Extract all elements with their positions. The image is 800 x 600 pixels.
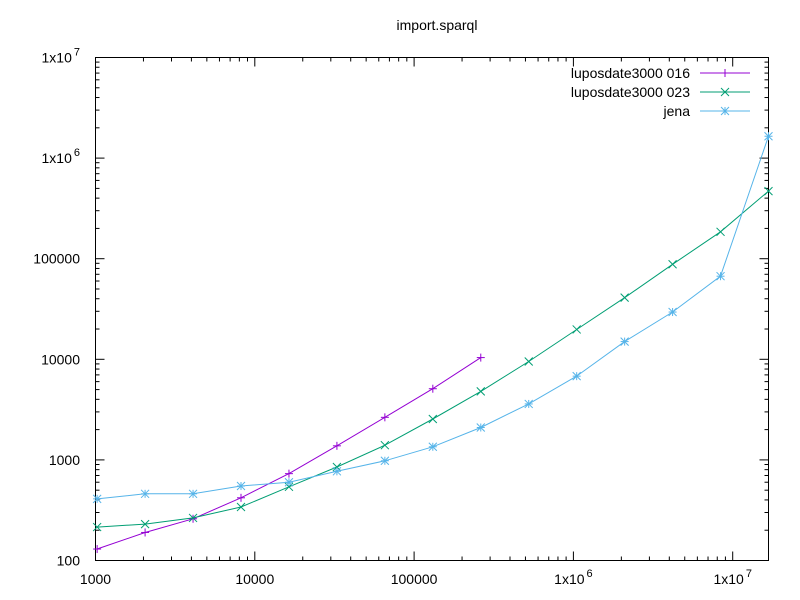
legend-swatch-marker (721, 69, 729, 77)
y-tick-label: 1000 (49, 452, 80, 468)
data-point (668, 307, 677, 317)
axis-ticks (95, 57, 769, 561)
y-tick-label-base: 100 (57, 553, 81, 569)
data-point (620, 337, 629, 346)
data-point (332, 441, 341, 450)
data-point (524, 399, 534, 409)
series-line (96, 357, 482, 550)
legend-label: luposdate3000 016 (571, 65, 690, 81)
chart-title: import.sparql (397, 17, 478, 33)
data-point (428, 414, 438, 424)
x-tick-label: 1x10 6 (554, 568, 592, 587)
y-tick-label-base: 100000 (33, 251, 80, 267)
data-point (764, 186, 773, 196)
data-point (92, 522, 102, 532)
legend-entry: jena (663, 103, 750, 119)
data-point (380, 413, 389, 422)
data-point (476, 423, 486, 432)
data-point (380, 440, 390, 450)
legend: luposdate3000 016 luposdate3000 023 jena (571, 65, 750, 119)
series-1 (93, 353, 485, 554)
x-tick-label-base: 10000 (235, 571, 274, 587)
series-3 (92, 131, 773, 504)
data-point (572, 371, 582, 381)
x-axis-tick-labels: 1000 10000 100000 1x10 6 1x10 7 (80, 568, 752, 587)
series-2 (92, 186, 773, 532)
x-tick-label-base: 1x10 (713, 571, 744, 587)
x-tick-label-base: 1x10 (554, 571, 585, 587)
y-tick-label: 10000 (41, 351, 80, 367)
data-point (140, 489, 150, 499)
y-tick-label: 1x10 7 (42, 47, 80, 66)
data-point (189, 514, 198, 523)
x-tick-label-base: 100000 (391, 571, 438, 587)
y-tick-label-base: 1000 (49, 452, 80, 468)
legend-label: jena (663, 103, 691, 119)
data-point (524, 357, 534, 366)
y-tick-label: 100 (57, 553, 81, 569)
legend-entry: luposdate3000 016 (571, 65, 750, 81)
data-point (140, 519, 150, 529)
y-tick-label-exponent: 7 (74, 47, 80, 59)
data-point (476, 387, 486, 396)
x-tick-label: 10000 (235, 571, 274, 587)
data-point (188, 513, 198, 523)
y-tick-label: 100000 (33, 251, 80, 267)
x-tick-label-base: 1000 (80, 571, 111, 587)
x-tick-label-exponent: 6 (587, 568, 593, 580)
plot-frame (95, 57, 769, 561)
data-point (716, 227, 725, 237)
legend-swatch-marker (720, 87, 730, 97)
legend-entry: luposdate3000 023 (571, 84, 750, 100)
y-tick-label-base: 10000 (41, 351, 80, 367)
data-point (93, 545, 102, 554)
data-point (620, 293, 629, 303)
legend-swatch-marker (720, 106, 730, 116)
x-tick-label-exponent: 7 (746, 568, 752, 580)
data-point (92, 494, 102, 504)
legend-label: luposdate3000 023 (571, 84, 690, 100)
data-point (716, 271, 725, 281)
data-point (764, 131, 773, 141)
y-tick-label-exponent: 6 (74, 147, 80, 159)
data-point (188, 489, 198, 499)
data-point (284, 477, 294, 487)
y-tick-label-base: 1x10 (42, 50, 73, 66)
data-point (284, 469, 293, 478)
data-point (476, 353, 485, 362)
data-point (284, 482, 294, 492)
data-point (428, 442, 438, 452)
data-point (668, 259, 677, 269)
x-tick-label: 1x10 7 (713, 568, 751, 587)
data-point (572, 325, 582, 334)
data-point (332, 462, 342, 472)
series-line (97, 190, 769, 528)
y-tick-label: 1x10 6 (42, 147, 80, 166)
y-tick-label-base: 1x10 (42, 150, 73, 166)
x-tick-label: 100000 (391, 571, 438, 587)
data-point (332, 466, 342, 476)
data-point (236, 481, 246, 491)
data-point (141, 528, 150, 537)
data-point (236, 502, 246, 512)
series-group (92, 131, 773, 554)
data-point (380, 456, 390, 466)
data-point (428, 384, 437, 393)
data-point (237, 493, 246, 502)
x-tick-label: 1000 (80, 571, 111, 587)
